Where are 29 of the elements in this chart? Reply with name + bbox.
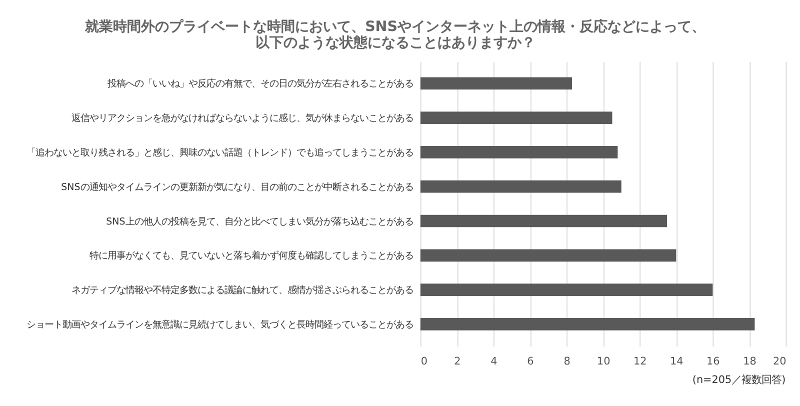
y-tick-label: SNS上の他人の投稿を見て、自分と比べてしまい気分が落ち込むことがある xyxy=(106,216,414,228)
bar xyxy=(420,146,618,158)
x-tick-label: 18 xyxy=(743,356,756,368)
x-tick-label: 4 xyxy=(490,356,498,368)
bar xyxy=(420,77,572,90)
bar xyxy=(420,284,713,296)
y-tick-label: 「追わないと取り残される」と感じ、興味のない話題（トレンド）でも追ってしまうことがある xyxy=(26,148,414,159)
y-tick-label: 特に用事がなくても、見ていないと落ち着かず何度も確認してしまうことがある xyxy=(89,250,414,262)
bar xyxy=(420,214,668,228)
y-tick-label: 返信やリアクションを急がなければならないように感じ、気が休まらないことがある xyxy=(71,113,414,124)
bar xyxy=(420,318,755,330)
chart-title: 就業時間外のプライベートな時間において、SNSやインターネット上の情報・反応などによって、以下のような状態になることはありますか？ xyxy=(84,18,706,52)
x-tick-label: 12 xyxy=(633,356,647,368)
x-tick-label: 10 xyxy=(596,356,610,368)
bar xyxy=(420,112,612,124)
x-tick-label: 20 xyxy=(772,356,786,368)
y-tick-label: 投稿への「いいね」や反応の有無で、その日の気分が左右されることがある xyxy=(106,78,414,90)
y-tick-label: SNSの通知やタイムラインの更新新が気になり、目の前のことが中断されることがある xyxy=(61,182,414,193)
x-tick-label: 8 xyxy=(564,356,570,368)
y-tick-label: ショート動画やタイムラインを無意識に見続けてしまい、気づくと長時間経っていることがある xyxy=(26,320,414,331)
x-tick-label: 0 xyxy=(420,356,428,368)
x-tick-label: 16 xyxy=(706,356,720,368)
bar xyxy=(420,180,622,193)
x-tick-label: 2 xyxy=(454,356,461,368)
text: (n=205／複数回答) xyxy=(692,374,786,386)
x-tick-label: 14 xyxy=(670,356,684,368)
bar xyxy=(420,249,676,262)
y-tick-label: ネガティブな情報や不特定多数による議論に触れて、感情が揺さぶられることがある xyxy=(71,285,414,296)
x-tick-label: 6 xyxy=(527,356,534,368)
